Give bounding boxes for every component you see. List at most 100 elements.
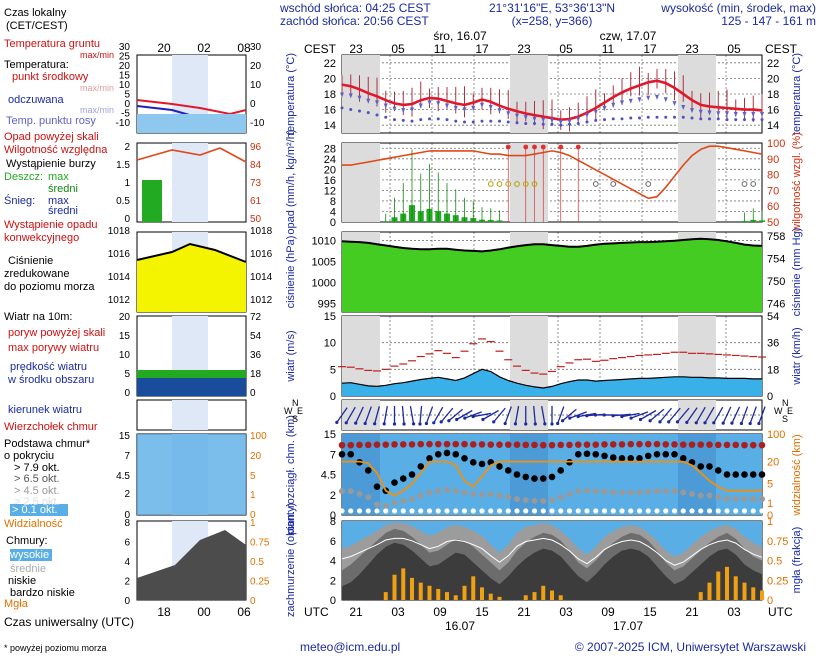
panel-title-cloud_l: pion. rozciągł. chm. (km) <box>285 415 297 535</box>
cloud-base-min-dot <box>558 508 564 514</box>
legend-temp-tick: 10 <box>119 80 131 91</box>
thunder-marker <box>540 144 546 150</box>
cloud-base-dot <box>758 471 766 478</box>
dewpoint-dot <box>559 123 563 127</box>
cloud-top-dot <box>417 440 425 448</box>
feels-like-marker <box>716 111 721 117</box>
cloud-base-thin-dot <box>689 490 695 497</box>
legend-fog-tick: 1 <box>250 518 256 529</box>
cloud-base-min-dot <box>453 508 459 514</box>
legend-time_local: Czas lokalny <box>4 7 67 19</box>
legend-dew: Temp. punktu rosy <box>6 115 96 127</box>
fog-tick-r: 0.5 <box>767 556 782 568</box>
panel-title-pres_r: ciśnienie (mm Hg) <box>791 228 803 317</box>
cloud-base-dot <box>531 475 538 482</box>
night-band <box>342 400 380 430</box>
cloud-top-dot <box>548 441 556 449</box>
wind-arrow-head <box>503 421 507 426</box>
dewpoint-dot <box>550 122 554 126</box>
legend-wind-tick-r: 36 <box>250 350 262 361</box>
cloud-base-thin-dot <box>487 490 494 497</box>
legend-precip-tick: 1.5 <box>116 160 130 171</box>
wind-arrow <box>640 409 657 421</box>
dewpoint-dot <box>340 106 344 110</box>
cloud-base-thin-dot <box>619 489 625 496</box>
dewpoint-dot <box>673 115 676 119</box>
wind-arrow <box>504 406 512 424</box>
legend-wind-tick-r: 54 <box>250 331 262 342</box>
cloud-base-thin-dot <box>417 492 424 499</box>
legend-high-swatch <box>10 549 52 561</box>
legend-cover-tick: 8 <box>124 518 130 529</box>
cloud-base-thin-dot <box>759 496 765 503</box>
fog-bar <box>742 582 747 600</box>
dewpoint-dot <box>384 115 388 119</box>
fog-bar <box>550 590 554 600</box>
feels-like-marker <box>646 95 651 101</box>
wind-arrow-head <box>721 421 725 425</box>
cloud-base-dot <box>364 467 372 474</box>
wind-arrow-head <box>611 414 615 418</box>
legend-vis-tick: 20 <box>250 451 262 462</box>
legend-rain-bar <box>142 180 162 222</box>
cloud-top-dot <box>618 441 626 448</box>
legend-rh-tick: 84 <box>250 160 262 171</box>
cloud-base-min-dot <box>374 508 380 514</box>
legend-precip-tick: 0 <box>124 214 130 225</box>
cloud-top-dot <box>391 441 398 448</box>
rh-tick-r: 60 <box>767 201 779 213</box>
legend-conv: Wystąpienie opadu <box>4 219 97 231</box>
precip-tick-l: 12 <box>324 185 336 197</box>
wind-arrow-head <box>344 421 348 425</box>
legend-time_local2: (CET/CEST) <box>6 20 68 32</box>
cloud-base-dot <box>548 473 556 481</box>
convective-marker <box>610 181 617 187</box>
cloud-top-dot <box>636 440 643 448</box>
rh-tick-r: 50 <box>767 217 779 229</box>
dewpoint-dot <box>366 111 370 115</box>
cest-left: CEST <box>304 42 337 56</box>
cloud-base-dot <box>644 452 652 460</box>
wind-arrow <box>695 406 706 424</box>
cloud-base-min-dot <box>391 508 398 514</box>
legend-precip-tick: 0.5 <box>116 196 130 207</box>
vis-tick-r: 0 <box>767 510 773 522</box>
legend-pres-tick: 1014 <box>108 272 131 283</box>
fog-bar <box>707 582 712 600</box>
legend-wind-band <box>137 370 246 378</box>
legend-cloud-bg <box>137 434 246 515</box>
feels-like-marker <box>340 92 344 98</box>
fog-tick-r: 0 <box>767 595 773 607</box>
cover-tick-l: 2 <box>330 575 336 587</box>
convective-marker <box>592 181 599 187</box>
hour-label-top: 11 <box>434 42 447 56</box>
fog-bar <box>471 576 476 600</box>
cloud-base-min-dot <box>339 508 345 514</box>
wind-arrow-head <box>373 422 377 426</box>
legend-rh-tick: 50 <box>250 214 262 225</box>
fog-bar <box>716 571 721 600</box>
feels-like-marker <box>576 116 581 122</box>
legend-night-band <box>172 400 208 430</box>
legend-pres-tick: 1012 <box>108 295 131 306</box>
cloud-base-min-dot <box>479 508 485 514</box>
wind-arrow-head <box>411 422 416 426</box>
wind-arrow <box>659 407 673 423</box>
feels-like-marker <box>707 110 712 116</box>
hour-label-top: 05 <box>727 42 741 56</box>
feels-like-marker <box>515 113 519 119</box>
wind-arrow-head <box>675 420 680 424</box>
convective-marker <box>514 181 520 187</box>
panel-title-pres_l: ciśnienie (hPa) <box>285 236 297 309</box>
dewpoint-dot <box>358 109 361 113</box>
wind-arrow-head <box>730 421 734 425</box>
cloud-base-dot <box>539 475 547 482</box>
cloud-top-dot <box>609 441 617 448</box>
cloud-base-dot <box>469 459 477 466</box>
cloud-base-thin-dot <box>514 496 520 503</box>
wind-arrow-head <box>513 422 518 426</box>
dewpoint-dot <box>480 119 484 123</box>
legend-temp-tick-r: 10 <box>250 80 262 91</box>
cloud-base-thin-dot <box>374 501 380 508</box>
